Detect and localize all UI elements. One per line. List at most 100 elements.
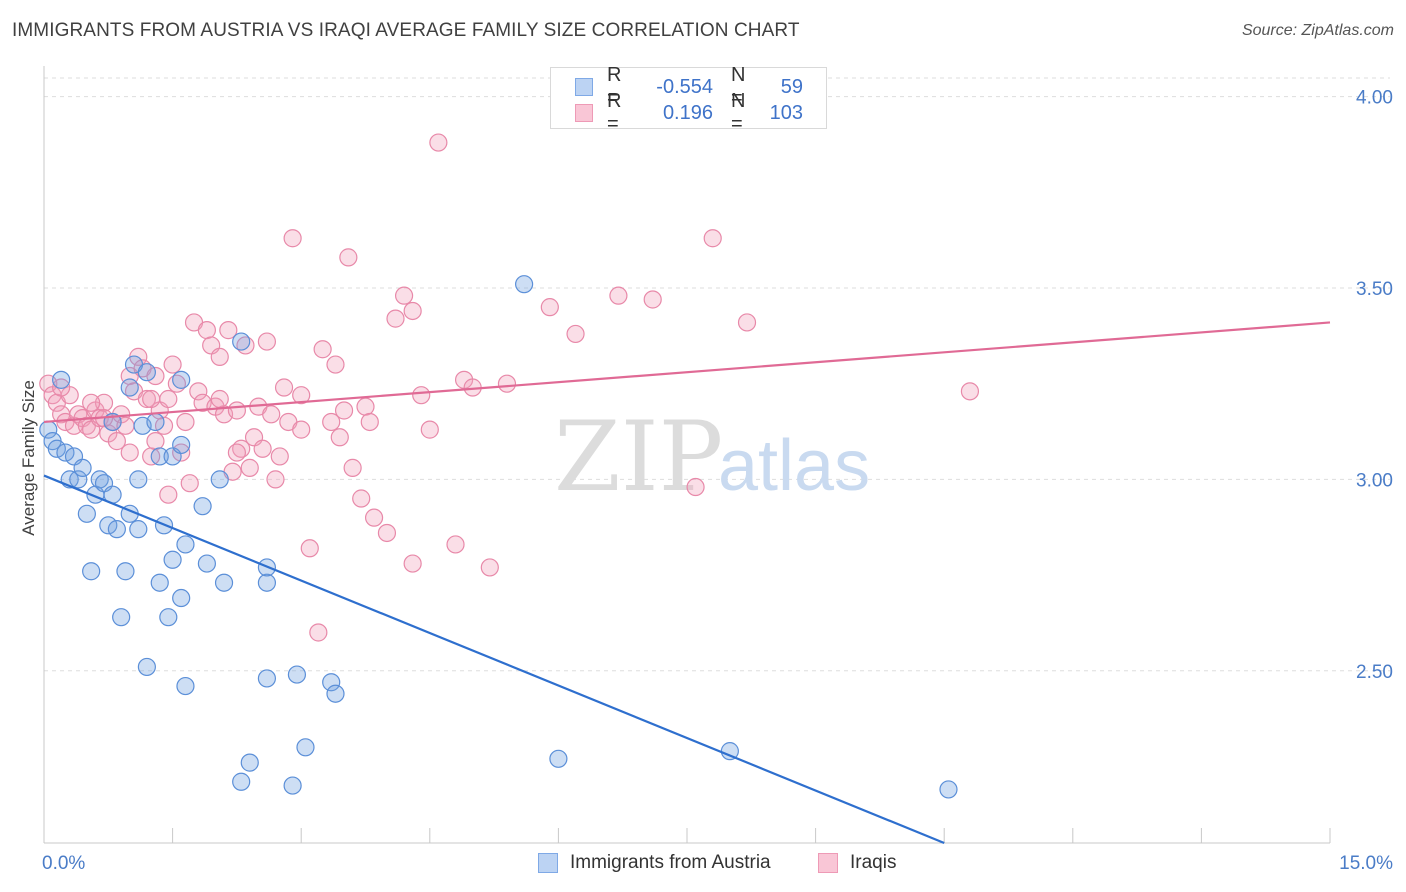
iraqi-point [210, 389, 229, 409]
legend-swatch-iraqi [818, 853, 838, 873]
iraqi-point [270, 447, 289, 466]
iraqi-point [309, 623, 328, 642]
x-tick-label: 0.0% [42, 853, 85, 874]
austria-trend-line [43, 474, 945, 845]
austria-point [939, 780, 958, 799]
iraqi-point [412, 386, 431, 405]
legend-label-iraqi: Iraqis [850, 852, 897, 873]
y-tick-label: 2.50 [1356, 662, 1393, 683]
iraqi-point [330, 428, 349, 447]
x-tick-labels: 0.0% 15.0% [42, 853, 1393, 874]
watermark-zip: ZIP [554, 401, 723, 513]
iraqi-point [420, 420, 439, 439]
legend-r-value: -0.554 [656, 75, 713, 98]
iraqi-point [386, 309, 405, 328]
iraqi-point [283, 229, 302, 248]
austria-point [240, 753, 259, 772]
trend-lines [43, 321, 1331, 845]
y-tick-labels: 4.00 3.50 3.00 2.50 [1356, 88, 1393, 683]
legend-swatch-iraqi [575, 104, 593, 122]
austria-point [283, 776, 302, 795]
iraqi-point [737, 313, 757, 332]
austria-point [193, 497, 212, 516]
iraqi-point [403, 554, 422, 573]
austria-point [172, 435, 191, 455]
iraqi-point [227, 443, 246, 462]
iraqi-point [163, 355, 182, 374]
iraqi-point [262, 405, 281, 424]
iraqi-point [52, 378, 71, 397]
iraqi-point [360, 412, 379, 432]
iraqi-point [180, 474, 199, 493]
legend-n-value: 103 [769, 101, 803, 124]
austria-point [82, 562, 101, 581]
iraqi-point [686, 477, 705, 497]
iraqi-point [120, 443, 139, 462]
iraqi-point [159, 485, 178, 504]
iraqi-point [352, 489, 371, 508]
iraqi-point [154, 416, 174, 435]
austria-point [176, 535, 195, 554]
iraqi-point [227, 401, 246, 420]
iraqi-point [107, 432, 126, 451]
austria-point [56, 443, 75, 462]
iraqi-point [339, 248, 358, 267]
iraqi-point [960, 382, 980, 401]
iraqi-trend-line [43, 321, 1331, 424]
austria-point [172, 588, 191, 608]
austria-point [47, 439, 66, 458]
chart-title: IMMIGRANTS FROM AUSTRIA VS IRAQI AVERAGE… [12, 20, 800, 41]
iraqi-point [159, 389, 178, 409]
grid [44, 77, 1390, 672]
iraqi-point [240, 458, 259, 477]
legend-swatch-austria [575, 78, 593, 96]
legend-item-iraqi[interactable]: Iraqis [818, 852, 896, 874]
austria-point [99, 516, 118, 535]
austria-point [326, 684, 345, 703]
austria-point [137, 363, 156, 382]
x-tick-label: 15.0% [1339, 853, 1393, 874]
iraqi-point [300, 539, 319, 558]
watermark: ZIP atlas [554, 401, 870, 513]
austria-point [214, 573, 234, 592]
legend-r-key: R = [607, 90, 622, 135]
austria-point [287, 665, 307, 684]
austria-point [257, 669, 277, 688]
legend-r-value: 0.196 [662, 101, 713, 124]
iraqi-point [292, 386, 311, 405]
iraqi-point [403, 301, 422, 321]
iraqi-point [643, 290, 662, 309]
austria-point [150, 573, 169, 592]
watermark-atlas: atlas [718, 426, 870, 506]
y-tick-label: 3.50 [1356, 279, 1393, 300]
iraqi-point [446, 535, 465, 554]
legend-item-austria[interactable]: Immigrants from Austria [538, 852, 771, 874]
austria-point [129, 470, 148, 489]
iraqi-point [322, 412, 341, 432]
austria-point [112, 608, 131, 627]
iraqi-point [703, 229, 722, 248]
austria-point [172, 370, 191, 389]
austria-points [39, 275, 958, 799]
austria-point [197, 554, 216, 573]
austria-point [232, 772, 251, 791]
iraqi-point [609, 286, 628, 305]
iraqi-point [266, 470, 285, 489]
iraqi-point [429, 133, 448, 152]
iraqi-point [566, 324, 585, 344]
legend-n-key: N = [731, 90, 746, 135]
austria-point [515, 275, 534, 294]
iraqi-point [176, 412, 195, 432]
austria-point [232, 332, 251, 351]
austria-point [176, 676, 195, 696]
austria-point [146, 412, 165, 432]
y-tick-label: 4.00 [1356, 88, 1393, 109]
iraqi-point [257, 332, 277, 351]
austria-point [69, 470, 88, 489]
austria-point [129, 520, 148, 539]
austria-point [52, 370, 71, 389]
austria-point [107, 520, 126, 539]
iraqi-point [480, 558, 499, 577]
legend-label-austria: Immigrants from Austria [570, 852, 771, 873]
